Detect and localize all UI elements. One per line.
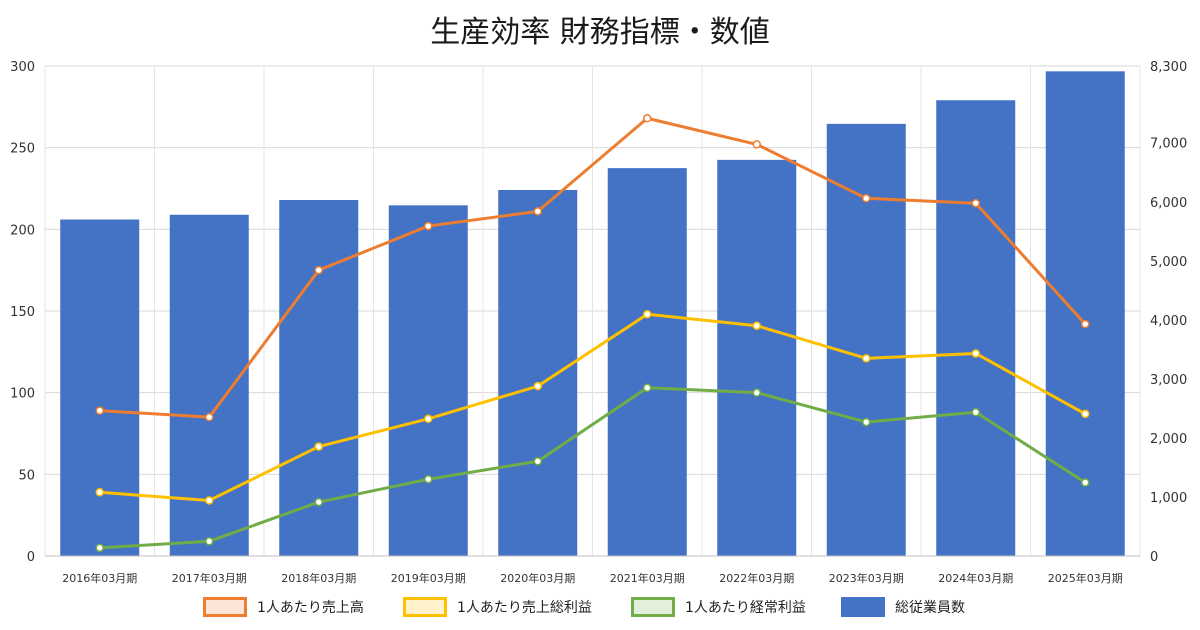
series-point — [752, 388, 761, 397]
series-point — [862, 417, 871, 427]
series-line — [99, 312, 1086, 502]
right-axis-tick-label: 8,300 — [1150, 60, 1187, 75]
series-point — [643, 383, 652, 393]
series-point — [95, 488, 104, 497]
series-point — [424, 474, 433, 484]
legend-item: 1人あたり売上高 — [203, 597, 364, 617]
series-point — [1081, 478, 1090, 487]
bar-total-employees — [717, 159, 797, 556]
left-axis-tick-label: 100 — [10, 387, 35, 402]
right-axis-tick-label: 7,000 — [1150, 137, 1187, 152]
series-point — [971, 349, 980, 358]
series-point — [643, 114, 652, 123]
bar-total-employees — [388, 205, 468, 556]
right-axis-tick-label: 5,000 — [1150, 255, 1187, 270]
left-axis-tick-label: 0 — [27, 550, 35, 565]
series-point — [1081, 319, 1090, 329]
right-axis-tick-label: 0 — [1150, 550, 1158, 565]
left-axis-tick-label: 200 — [10, 223, 35, 238]
right-axis-tick-label: 2,000 — [1150, 432, 1187, 447]
series-point — [643, 310, 652, 319]
series-point — [862, 194, 871, 203]
series-point — [971, 198, 980, 208]
left-axis-tick-label: 250 — [10, 142, 35, 157]
bar-total-employees — [607, 168, 687, 557]
bar-total-employees — [826, 123, 906, 557]
line-series-1 — [95, 114, 1090, 422]
legend-item: 総従業員数 — [841, 597, 965, 617]
series-line — [99, 116, 1087, 419]
legend-swatch-line — [631, 597, 675, 617]
series-point — [971, 408, 980, 417]
series-point — [862, 354, 871, 363]
x-axis-tick-label: 2017年03月期 — [172, 571, 247, 585]
series-point — [205, 537, 214, 546]
series-point — [314, 497, 323, 507]
series-point — [95, 543, 104, 553]
x-axis-tick-label: 2020年03月期 — [500, 571, 575, 585]
right-axis-tick-label: 6,000 — [1150, 196, 1187, 211]
x-axis-tick-label: 2016年03月期 — [62, 571, 137, 585]
bar-total-employees — [1045, 71, 1125, 556]
series-point — [533, 207, 542, 216]
legend-label: 1人あたり売上高 — [257, 599, 364, 616]
bar-total-employees — [169, 214, 249, 556]
line-series-2 — [95, 310, 1090, 505]
left-axis-tick-label: 50 — [18, 468, 35, 483]
right-axis-tick-label: 3,000 — [1150, 373, 1187, 388]
legend-item: 1人あたり経常利益 — [631, 597, 806, 617]
series-point — [424, 221, 433, 231]
legend: 1人あたり売上高 1人あたり売上総利益 1人あたり経常利益 総従業員数 — [203, 597, 965, 617]
x-axis-tick-label: 2024年03月期 — [938, 571, 1013, 585]
x-axis-tick-label: 2018年03月期 — [281, 571, 356, 585]
x-axis-tick-label: 2022年03月期 — [719, 571, 794, 585]
right-axis-tick-label: 1,000 — [1150, 491, 1187, 506]
bar-total-employees — [498, 189, 578, 557]
series-point — [752, 140, 761, 149]
legend-swatch-bar — [841, 597, 885, 617]
series-point — [95, 406, 104, 415]
line-series-group — [95, 114, 1090, 553]
series-point — [314, 265, 323, 275]
series-point — [533, 381, 542, 391]
series-point — [205, 496, 214, 505]
left-axis-tick-label: 300 — [10, 60, 35, 75]
chart-title: 生産効率 財務指標・数値 — [430, 15, 770, 50]
x-axis-tick-label: 2025年03月期 — [1048, 571, 1123, 585]
series-point — [205, 412, 214, 422]
axes: 0 50 100 150 200 250 300 0 1,000 2,000 3,000 4,000 5… — [10, 60, 1187, 585]
legend-label: 1人あたり売上総利益 — [457, 600, 592, 616]
series-point — [1081, 409, 1090, 419]
series-point — [533, 457, 542, 466]
right-axis-tick-label: 4,000 — [1150, 314, 1187, 329]
legend-label: 総従業員数 — [895, 600, 965, 616]
x-axis-tick-label: 2019年03月期 — [391, 571, 466, 585]
bar-series-total-employees — [60, 71, 1125, 557]
series-line — [99, 386, 1087, 550]
series-point — [424, 414, 433, 424]
legend-swatch-line — [203, 597, 247, 617]
legend-item: 1人あたり売上総利益 — [403, 597, 592, 617]
line-series-3 — [95, 383, 1090, 553]
legend-label: 1人あたり経常利益 — [685, 600, 806, 616]
bar-total-employees — [60, 219, 140, 557]
x-axis-tick-label: 2023年03月期 — [829, 571, 904, 585]
bar-total-employees — [936, 100, 1016, 556]
series-point — [752, 321, 761, 330]
x-axis-tick-label: 2021年03月期 — [610, 571, 685, 585]
left-axis-tick-label: 150 — [10, 305, 35, 320]
legend-swatch-line — [403, 597, 447, 617]
series-point — [314, 442, 323, 451]
